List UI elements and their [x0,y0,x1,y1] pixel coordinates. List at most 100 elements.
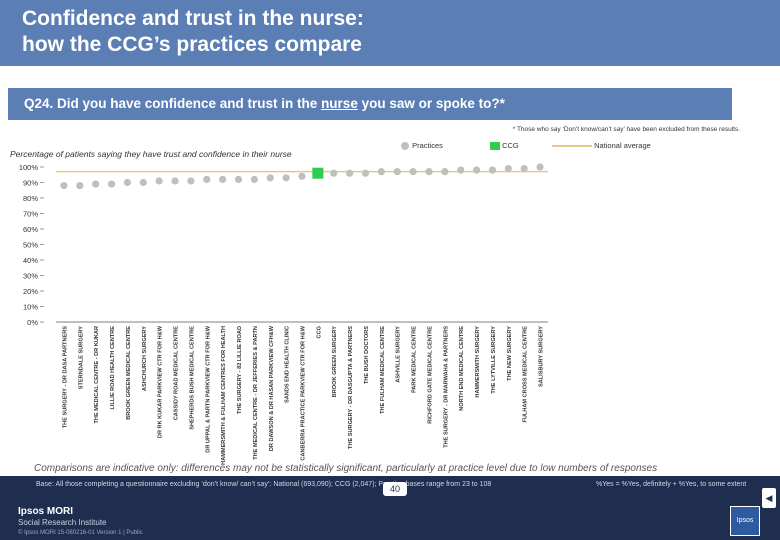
legend-ccg-label: CCG [502,141,519,150]
y-tick-label: 50% [23,241,38,250]
practice-point [234,175,243,183]
practice-point [457,166,465,174]
practice-point [472,166,481,174]
y-tick-label: 10% [23,303,38,312]
x-tick-label: ASHCHURCH SURGERY [142,326,148,391]
practice-point [346,169,354,177]
practice-point [171,177,179,185]
legend-ccg-marker [490,142,500,151]
legend-practices-label: Practices [412,141,443,150]
practice-point [361,169,370,177]
base-text: Base: All those completing a questionnai… [36,481,492,488]
y-tick-label: 20% [23,287,38,296]
x-tick-label: THE SURGERY - 82 LILLIE ROAD [237,326,243,414]
x-tick-label: THE MEDICAL CENTRE - DR JEFFERIES & PART… [253,326,259,460]
practice-point [266,174,274,182]
x-tick-label: FULHAM CROSS MEDICAL CENTRE [523,326,529,423]
practice-point [123,178,132,187]
chart-subtitle: Percentage of patients saying they have … [10,149,292,159]
ccg-marker [312,167,324,179]
y-tick-label: 30% [23,272,38,281]
x-tick-label: THE SURGERY - DR MARWAHA & PARTNERS [443,326,449,448]
x-tick-label: STERNDALE SURGERY [78,326,84,389]
practice-point [60,182,68,190]
legend-national-label: National average [594,141,651,150]
question-text: Q24. Did you have confidence and trust i… [24,96,505,111]
legend-national: National average [552,141,651,151]
x-tick-label: DR RK KUKAR PARKVIEW CTR FOR H&W [158,325,164,438]
x-tick-label: CASSIDY ROAD MEDICAL CENTRE [174,326,180,421]
legend-national-marker [552,145,592,148]
page-number: 40 [383,482,407,496]
y-tick-label: 100% [19,163,39,172]
disclaimer: Comparisons are indicative only: differe… [34,463,658,474]
x-tick-label: THE MEDICAL CENTRE - DR KUKAR [94,326,100,423]
legend-practices-marker [401,142,409,151]
x-tick-label: CCG [316,326,322,338]
practice-point [155,177,163,185]
x-tick-label: THE FULHAM MEDICAL CENTRE [380,326,386,414]
x-tick-label: BROOK GREEN SURGERY [332,326,338,398]
x-tick-label: ASHVILLE SURGERY [396,326,402,383]
question-bar [8,88,732,120]
legend-practices: Practices [400,141,443,151]
ipsos-logo: Ipsos [730,506,760,536]
practice-point [203,175,211,183]
practice-point [187,177,195,185]
x-tick-label: THE NEW SURGERY [507,326,513,381]
x-tick-label: HAMMERSMITH SURGERY [475,326,481,398]
x-tick-label: RICHFORD GATE MEDICAL CENTRE [427,326,433,424]
practice-point [504,164,512,173]
practice-point [76,182,84,190]
y-tick-label: 70% [23,210,38,219]
practice-point [393,168,401,176]
practice-point [107,180,116,188]
legend-ccg: CCG [490,141,519,151]
practice-point [488,166,497,174]
y-tick-label: 60% [23,225,38,234]
y-tick-label: 90% [23,179,38,188]
practice-point [139,178,147,187]
brand-subtitle: Social Research Institute [18,518,107,527]
title-line-2: how the CCG’s practices compare [22,33,362,56]
x-tick-label: SHEPHERDS BUSH MEDICAL CENTRE [189,326,195,430]
y-tick-label: 40% [23,256,38,265]
x-tick-label: CANBERRA PRACTICE PARKVIEW CTR FOR H&W [301,325,307,460]
key-text: %Yes = %Yes, definitely + %Yes, to some … [596,481,747,488]
practice-point [536,163,544,171]
question-suffix: you saw or spoke to?* [357,96,505,111]
x-tick-label: DR UPPAL & PARTN PARKVIEW CTR FOR H&W [205,325,211,452]
practice-point [377,168,385,176]
brand-name: Ipsos MORI [18,506,74,517]
x-tick-label: SALISBURY SURGERY [539,326,545,387]
x-tick-label: THE BUSH DOCTORS [364,326,370,384]
practice-point [250,175,258,183]
x-tick-label: THE SURGERY - DR DASGUPTA & PARTNERS [348,326,354,449]
practice-point [425,168,433,176]
practice-point [441,168,449,176]
question-underlined: nurse [321,96,358,111]
y-tick-label: 80% [23,194,38,203]
side-tab-icon[interactable]: ◀ [762,488,776,508]
page-title: Confidence and trust in the nurse: how t… [22,6,582,58]
practice-point [298,172,306,180]
chart: 0% 10% 20% 30% 40% 50% 60% 70% 80% 90% 100% THE SUR… [19,163,548,465]
y-tick-label: 0% [27,318,38,327]
practice-point [520,164,528,173]
x-tick-label: PARK MEDICAL CENTRE [412,326,418,393]
practice-point [282,174,290,182]
x-tick-label: THE SURGERY - DR DASA PARTNERS [62,326,68,429]
copyright: © Ipsos MORI 15-080216-01 Version 1 | Pu… [18,530,143,536]
x-tick-label: BROOK GREEN MEDICAL CENTRE [126,326,132,420]
x-tick-label: LILLIE ROAD HEALTH CENTRE [110,326,116,410]
x-tick-label: SANDS END HEALTH CLINIC [285,326,291,403]
practice-point [92,180,100,188]
x-tick-label: THE LYTVILLE SURGERY [491,326,497,394]
practice-point [330,169,338,177]
practice-point [409,168,417,176]
question-prefix: Q24. Did you have confidence and trust i… [24,96,322,111]
x-tick-label: DR DAWSON & DR HASAN PARKVIEW CFH&W [269,325,275,451]
x-tick-label: NORTH END MEDICAL CENTRE [459,326,465,411]
title-line-1: Confidence and trust in the nurse: [22,7,364,30]
practice-point [219,175,227,183]
